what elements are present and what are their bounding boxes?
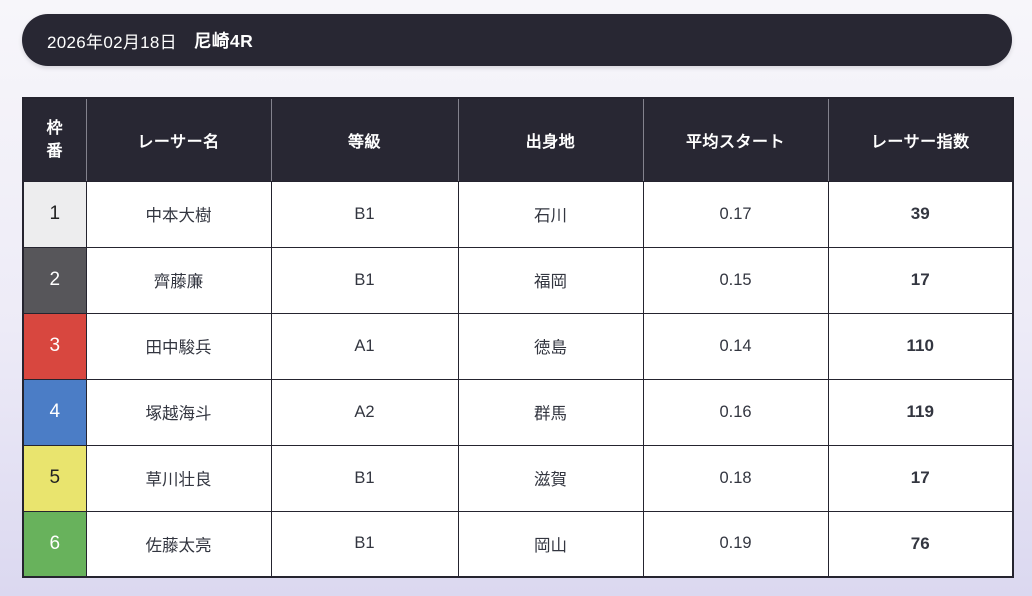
table-row: 4 塚越海斗 A2 群馬 0.16 119 (22, 378, 1014, 446)
origin-cell: 徳島 (457, 312, 644, 380)
race-header-bar: 2026年02月18日 尼崎4R (22, 14, 1012, 66)
grade-cell: B1 (270, 510, 459, 578)
table-row: 6 佐藤太亮 B1 岡山 0.19 76 (22, 510, 1014, 578)
racer-index-cell: 17 (827, 444, 1014, 512)
frame-number-cell: 3 (22, 312, 87, 380)
origin-cell: 滋賀 (457, 444, 644, 512)
avg-start-cell: 0.19 (642, 510, 829, 578)
race-date: 2026年02月18日 (47, 32, 177, 52)
page: 2026年02月18日 尼崎4R 枠番 レーサー名 等級 出身地 平均スタート … (22, 14, 1014, 578)
table-row: 5 草川壮良 B1 滋賀 0.18 17 (22, 444, 1014, 512)
racer-name-cell: 齊藤廉 (85, 246, 272, 314)
avg-start-cell: 0.17 (642, 180, 829, 248)
avg-start-cell: 0.15 (642, 246, 829, 314)
racer-index-cell: 110 (827, 312, 1014, 380)
grade-cell: B1 (270, 444, 459, 512)
racer-name-cell: 佐藤太亮 (85, 510, 272, 578)
racer-name-cell: 中本大樹 (85, 180, 272, 248)
race-name: 尼崎4R (193, 30, 254, 51)
grade-cell: A1 (270, 312, 459, 380)
origin-cell: 石川 (457, 180, 644, 248)
frame-number-cell: 5 (22, 444, 87, 512)
frame-number-cell: 2 (22, 246, 87, 314)
avg-start-cell: 0.14 (642, 312, 829, 380)
origin-cell: 福岡 (457, 246, 644, 314)
table-body: 1 中本大樹 B1 石川 0.17 39 2 齊藤廉 B1 福岡 0.15 17… (22, 180, 1014, 578)
racer-name-cell: 草川壮良 (85, 444, 272, 512)
racer-index-cell: 119 (827, 378, 1014, 446)
racer-index-cell: 76 (827, 510, 1014, 578)
table-row: 1 中本大樹 B1 石川 0.17 39 (22, 180, 1014, 248)
racer-table: 枠番 レーサー名 等級 出身地 平均スタート レーサー指数 1 中本大樹 B1 … (22, 97, 1014, 578)
col-header-origin: 出身地 (457, 98, 643, 182)
avg-start-cell: 0.16 (642, 378, 829, 446)
table-row: 3 田中駿兵 A1 徳島 0.14 110 (22, 312, 1014, 380)
racer-name-cell: 田中駿兵 (85, 312, 272, 380)
col-header-racer-name: レーサー名 (85, 98, 271, 182)
racer-index-cell: 39 (827, 180, 1014, 248)
racer-name-cell: 塚越海斗 (85, 378, 272, 446)
col-header-grade: 等級 (270, 98, 458, 182)
col-header-racer-index: レーサー指数 (827, 98, 1013, 182)
frame-number-cell: 6 (22, 510, 87, 578)
racer-index-cell: 17 (827, 246, 1014, 314)
origin-cell: 群馬 (457, 378, 644, 446)
col-header-avg-start: 平均スタート (642, 98, 828, 182)
frame-number-cell: 4 (22, 378, 87, 446)
origin-cell: 岡山 (457, 510, 644, 578)
avg-start-cell: 0.18 (642, 444, 829, 512)
col-header-frame: 枠番 (23, 98, 86, 182)
grade-cell: B1 (270, 246, 459, 314)
table-header-row: 枠番 レーサー名 等級 出身地 平均スタート レーサー指数 (23, 98, 1013, 182)
grade-cell: A2 (270, 378, 459, 446)
grade-cell: B1 (270, 180, 459, 248)
table-row: 2 齊藤廉 B1 福岡 0.15 17 (22, 246, 1014, 314)
frame-number-cell: 1 (22, 180, 87, 248)
